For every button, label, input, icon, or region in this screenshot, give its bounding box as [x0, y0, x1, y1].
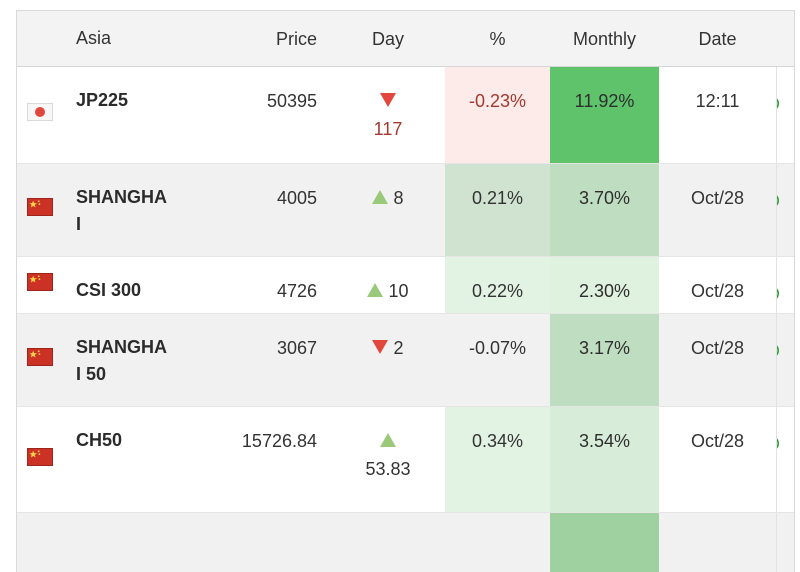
- percent-change-cell: 0.21%: [445, 164, 550, 256]
- percent-change-cell: 0.34%: [445, 407, 550, 512]
- percent-change-cell: 0.22%: [445, 257, 550, 313]
- day-change-value: 117: [373, 119, 403, 139]
- date-cell: Oct/28: [690, 188, 745, 208]
- price-cell: 4005: [276, 188, 317, 208]
- up-triangle-icon: [367, 283, 384, 297]
- clock-cell: [776, 67, 794, 163]
- symbol-cell[interactable]: CSI 300: [76, 280, 142, 300]
- up-triangle-icon: [380, 433, 396, 447]
- clock-cell: [776, 164, 794, 256]
- clock-cell: [776, 407, 794, 512]
- monthly-change-cell: 3.54%: [550, 407, 659, 512]
- delayed-clock-icon: [777, 282, 780, 299]
- date-cell: Oct/28: [690, 281, 745, 301]
- symbol-cell[interactable]: SHANGHAI: [76, 187, 168, 234]
- price-cell: 15726.84: [241, 431, 317, 451]
- date-cell: 12:11: [695, 91, 740, 111]
- china-flag-icon: [26, 346, 53, 374]
- day-change-cell: 117: [331, 67, 445, 163]
- symbol-cell[interactable]: [62, 513, 183, 572]
- date-column-header: Date: [698, 29, 737, 49]
- flag-cell: [17, 164, 62, 256]
- price-cell: [183, 513, 331, 572]
- day-change: 10: [365, 277, 411, 305]
- date-cell: [659, 513, 776, 572]
- date-cell: Oct/28: [690, 431, 745, 451]
- china-flag-icon: [26, 446, 53, 474]
- day-change: 8: [365, 184, 411, 212]
- table-body: JP225 50395 117 -0.23% 11.92% 12:11 SHAN…: [17, 67, 794, 572]
- row-ch50[interactable]: CH50 15726.84 53.83 0.34% 3.54% Oct/28: [17, 406, 794, 512]
- day-change-cell: [331, 513, 445, 572]
- day-change-value: 2: [393, 338, 404, 358]
- symbol-cell[interactable]: JP225: [76, 90, 129, 110]
- day-change-value: 8: [393, 188, 404, 208]
- japan-flag-icon: [26, 101, 53, 129]
- day-change-cell: 10: [331, 257, 445, 313]
- price-cell: 4726: [276, 281, 317, 301]
- up-triangle-icon: [372, 190, 389, 204]
- date-cell: Oct/28: [690, 338, 745, 358]
- row-shanghai[interactable]: SHANGHAI 4005 8 0.21% 3.70% Oct/28: [17, 163, 794, 256]
- price-column-header: Price: [275, 29, 317, 49]
- clock-column-header: [776, 11, 794, 66]
- percent-change-cell: [445, 513, 550, 572]
- clock-cell: [776, 513, 794, 572]
- row-csi-300[interactable]: CSI 300 4726 10 0.22% 2.30% Oct/28: [17, 256, 794, 313]
- price-cell: 3067: [276, 338, 317, 358]
- flag-cell: [17, 407, 62, 512]
- monthly-column-header: Monthly: [572, 29, 637, 49]
- day-change-cell: 53.83: [331, 407, 445, 512]
- region-column-header: Asia: [76, 28, 112, 48]
- day-column-header: Day: [371, 29, 404, 49]
- day-change: 2: [365, 334, 411, 362]
- down-triangle-icon: [372, 340, 389, 354]
- china-flag-icon: [26, 196, 53, 224]
- china-flag-icon: [26, 271, 53, 299]
- delayed-clock-icon: [777, 432, 780, 449]
- clock-cell: [776, 314, 794, 406]
- monthly-change-cell: 2.30%: [550, 257, 659, 313]
- partial-next-row[interactable]: [17, 512, 794, 572]
- day-change-value: 10: [388, 281, 409, 301]
- flag-cell: [17, 257, 62, 313]
- down-triangle-icon: [380, 93, 396, 107]
- symbol-cell[interactable]: SHANGHAI 50: [76, 337, 168, 384]
- monthly-change-cell: 3.17%: [550, 314, 659, 406]
- monthly-change-cell: 3.70%: [550, 164, 659, 256]
- table-header-row: Asia Price Day % Monthly Date: [17, 11, 794, 67]
- percent-change-cell: -0.23%: [445, 67, 550, 163]
- delayed-clock-icon: [777, 339, 780, 356]
- percent-change-cell: -0.07%: [468, 338, 527, 358]
- percent-column-header: %: [489, 29, 506, 49]
- symbol-cell[interactable]: CH50: [76, 430, 123, 450]
- flag-column-header: [17, 11, 62, 66]
- markets-table: Asia Price Day % Monthly Date JP225 5039…: [16, 10, 795, 572]
- day-change-cell: 8: [331, 164, 445, 256]
- day-change: 53.83: [365, 427, 411, 483]
- delayed-clock-icon: [777, 189, 780, 206]
- flag-cell: [17, 513, 62, 572]
- delayed-clock-icon: [777, 92, 780, 109]
- day-change-cell: 2: [331, 314, 445, 406]
- monthly-change-cell: [550, 513, 659, 572]
- flag-cell: [17, 67, 62, 163]
- price-cell: 50395: [266, 91, 317, 111]
- clock-cell: [776, 257, 794, 313]
- row-jp225[interactable]: JP225 50395 117 -0.23% 11.92% 12:11: [17, 67, 794, 163]
- day-change: 117: [365, 87, 411, 143]
- monthly-change-cell: 11.92%: [550, 67, 659, 163]
- day-change-value: 53.83: [365, 459, 411, 479]
- flag-cell: [17, 314, 62, 406]
- row-shanghai-50[interactable]: SHANGHAI 50 3067 2 -0.07% 3.17% Oct/28: [17, 313, 794, 406]
